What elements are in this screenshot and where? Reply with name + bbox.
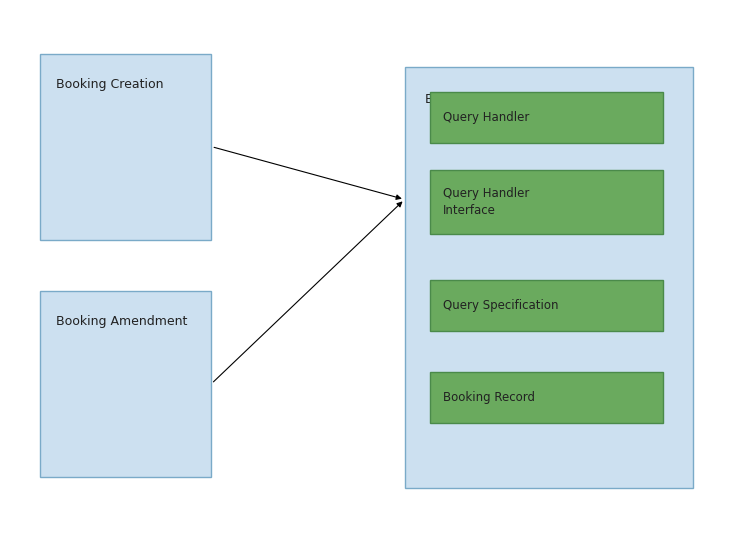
FancyBboxPatch shape (430, 372, 663, 423)
Text: Query Specification: Query Specification (443, 299, 558, 313)
FancyBboxPatch shape (430, 92, 663, 143)
FancyBboxPatch shape (430, 170, 663, 234)
FancyBboxPatch shape (40, 291, 211, 477)
FancyBboxPatch shape (405, 67, 693, 488)
Text: Booking Creation: Booking Creation (56, 78, 163, 91)
Text: Query Handler: Query Handler (443, 110, 529, 124)
FancyBboxPatch shape (430, 280, 663, 331)
Text: Query Handler
Interface: Query Handler Interface (443, 187, 529, 217)
Text: Booking Amendment: Booking Amendment (56, 315, 187, 328)
Text: Booking Registry: Booking Registry (425, 93, 531, 106)
Text: Booking Record: Booking Record (443, 391, 535, 404)
FancyBboxPatch shape (40, 54, 211, 240)
